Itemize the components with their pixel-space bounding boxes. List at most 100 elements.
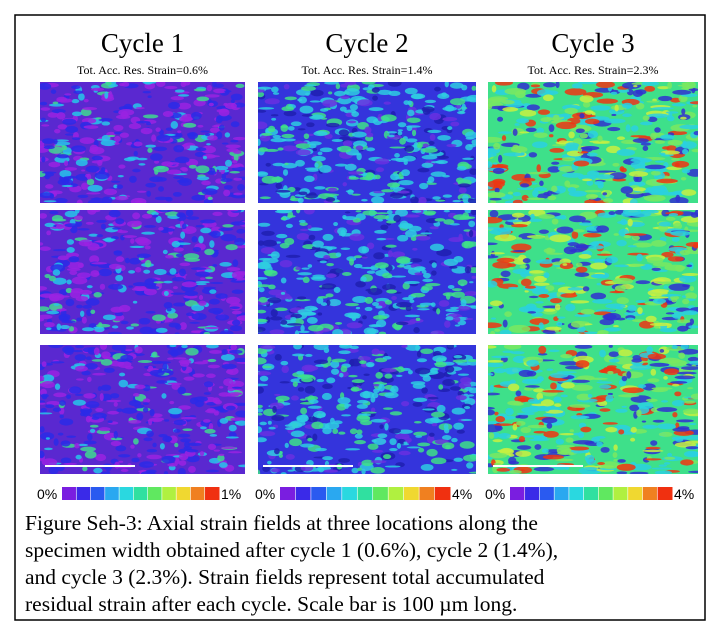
strain-blob	[214, 399, 223, 405]
strain-blob	[359, 360, 367, 365]
strain-blob	[673, 222, 683, 230]
strain-blob	[40, 101, 48, 106]
strain-blob	[116, 408, 123, 412]
strain-blob	[541, 417, 558, 424]
strain-blob	[237, 183, 245, 191]
strain-blob	[488, 362, 504, 368]
strain-blob	[287, 126, 295, 131]
strain-blob	[682, 148, 689, 155]
strain-blob	[53, 438, 59, 446]
strain-blob	[154, 196, 168, 201]
strain-blob	[511, 223, 528, 228]
strain-blob	[642, 424, 659, 429]
strain-blob	[368, 107, 384, 112]
strain-blob	[81, 169, 86, 172]
strain-blob	[561, 172, 584, 178]
strain-blob	[408, 214, 421, 218]
strain-blob	[107, 420, 113, 424]
strain-blob	[91, 359, 105, 362]
strain-blob	[258, 86, 272, 90]
strain-blob	[608, 351, 619, 358]
strain-blob	[71, 85, 81, 90]
strain-blob	[44, 273, 51, 279]
strain-blob	[551, 218, 559, 225]
strain-blob	[555, 438, 565, 445]
strain-blob	[315, 447, 327, 452]
strain-blob	[614, 104, 619, 112]
strain-blob	[221, 363, 237, 370]
strain-blob	[661, 251, 674, 258]
strain-blob	[422, 278, 434, 283]
strain-blob	[512, 144, 520, 149]
strain-blob	[316, 296, 324, 304]
strain-blob	[41, 374, 55, 382]
strain-blob	[203, 286, 216, 290]
strain-blob	[258, 408, 264, 413]
strain-blob	[212, 264, 218, 267]
strain-blob	[54, 141, 71, 146]
strain-blob	[145, 310, 156, 314]
strain-blob	[495, 416, 506, 423]
strain-blob	[309, 100, 321, 103]
strain-blob	[349, 358, 362, 367]
strain-blob	[161, 393, 167, 399]
strain-blob	[172, 302, 186, 307]
strain-blob	[307, 225, 312, 230]
strain-blob	[362, 210, 378, 216]
strain-blob	[627, 252, 649, 256]
strain-blob	[99, 393, 104, 401]
strain-blob	[488, 373, 494, 376]
strain-blob	[170, 292, 185, 295]
strain-blob	[449, 386, 461, 391]
strain-blob	[80, 446, 96, 452]
strain-blob	[82, 466, 88, 472]
strain-blob	[203, 419, 211, 423]
strain-blob	[56, 223, 65, 230]
strain-blob	[306, 317, 318, 324]
strain-blob	[70, 290, 81, 299]
strain-blob	[622, 210, 642, 216]
strain-blob	[355, 306, 361, 310]
strain-blob	[361, 82, 376, 85]
strain-blob	[66, 239, 75, 245]
strain-blob	[622, 113, 632, 118]
strain-blob	[630, 395, 652, 403]
strain-blob	[270, 309, 278, 317]
strain-blob	[120, 468, 129, 472]
strain-blob	[681, 310, 698, 316]
strain-blob	[450, 98, 466, 106]
strain-blob	[457, 279, 468, 286]
strain-blob	[204, 326, 220, 330]
strain-blob	[295, 159, 305, 167]
strain-blob	[464, 291, 476, 296]
strain-blob	[195, 281, 210, 284]
strain-blob	[225, 296, 241, 305]
strain-blob	[89, 424, 99, 428]
strain-blob	[68, 256, 80, 263]
strain-blob	[538, 229, 549, 234]
strain-blob	[317, 312, 323, 316]
strain-blob	[458, 233, 463, 242]
strain-blob	[413, 431, 428, 437]
strain-blob	[69, 270, 78, 276]
strain-blob	[366, 270, 376, 274]
strain-blob	[639, 320, 655, 329]
strain-blob	[215, 293, 228, 299]
strain-blob	[96, 219, 107, 223]
strain-blob	[615, 408, 628, 413]
strain-blob	[310, 89, 324, 97]
strain-field	[258, 345, 476, 474]
strain-field	[258, 82, 476, 203]
strain-blob	[87, 184, 103, 192]
strain-blob	[496, 257, 515, 263]
strain-blob	[628, 263, 646, 267]
strain-blob	[327, 187, 338, 192]
strain-blob	[579, 113, 585, 119]
strain-blob	[503, 345, 522, 350]
strain-blob	[550, 297, 562, 304]
strain-blob	[642, 145, 649, 151]
strain-blob	[278, 450, 283, 455]
strain-blob	[488, 424, 503, 433]
strain-blob	[335, 83, 341, 90]
strain-blob	[648, 296, 670, 299]
